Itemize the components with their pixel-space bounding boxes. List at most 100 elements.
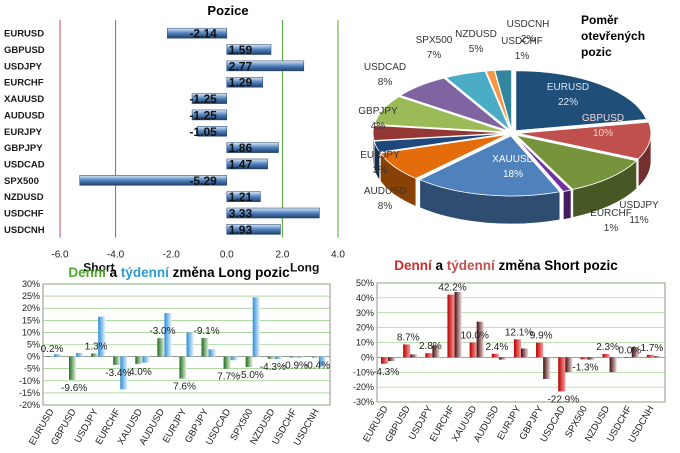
- position-x-tick-label: 4.0: [331, 250, 345, 261]
- pie-label-spx500: SPX500: [416, 35, 453, 46]
- y-tick-label: 5%: [27, 340, 40, 350]
- position-category-label: USDCAD: [4, 159, 45, 170]
- bar-xauusd-series2: [476, 321, 484, 358]
- y-tick-label: -10%: [19, 376, 40, 386]
- data-label-nzdusd: -4.3%: [260, 362, 286, 373]
- pie-label-nzdusd: NZDUSD: [455, 29, 497, 40]
- pie-slice-side-eurchf: [563, 189, 572, 220]
- bar-audusd-series1: [157, 338, 165, 357]
- title-part: a: [432, 258, 447, 273]
- title-part: změna Short pozic: [495, 258, 619, 273]
- y-tick-label: -30%: [353, 397, 374, 407]
- data-label-spx500: -5.0%: [238, 370, 264, 381]
- bar-usdjpy-series1: [425, 353, 433, 358]
- bar-nzdusd-series2: [274, 356, 282, 360]
- pie-label-usdjpy: USDJPY: [619, 200, 659, 211]
- position-value-label: 2.77: [229, 59, 253, 73]
- position-value-label: 1.21: [229, 190, 253, 204]
- y-tick-label: 10%: [356, 338, 374, 348]
- bar-eurchf-series2: [454, 291, 462, 358]
- pie-label-gbpjpy: GBPJPY: [358, 106, 398, 117]
- data-label-audusd: -3.0%: [149, 326, 175, 337]
- long-side-label: Long: [290, 261, 319, 275]
- pie-slice-gbpusd: [517, 121, 652, 160]
- bar-gbpusd-series1: [403, 344, 411, 358]
- y-tick-label: -20%: [19, 400, 40, 410]
- y-tick-label: 20%: [356, 323, 374, 333]
- position-x-tick-label: 2.0: [275, 250, 289, 261]
- bar-usdchf-series1: [624, 357, 632, 358]
- position-category-label: SPX500: [4, 176, 39, 187]
- pie-slice-usdchf: [485, 70, 512, 131]
- position-category-label: GBPUSD: [4, 45, 45, 56]
- position-bar-usdcad: [226, 158, 268, 170]
- bar-gbpjpy-series2: [208, 349, 216, 357]
- pie-label-audusd: AUDUSD: [364, 186, 406, 197]
- y-tick-label: -5%: [24, 364, 40, 374]
- y-tick-label: 50%: [356, 278, 374, 288]
- bar-eurusd-series2: [388, 357, 396, 362]
- title-part: týdenní: [447, 258, 496, 273]
- y-tick-label: -10%: [353, 367, 374, 377]
- bar-eurusd-series1: [46, 356, 55, 357]
- title-part: změna Long pozic: [169, 265, 290, 280]
- data-label-usdchf: 0.0%: [618, 345, 641, 356]
- data-label-usdcad: 7.7%: [217, 372, 240, 383]
- data-label-xauusd: 10.0%: [461, 331, 489, 342]
- bar-eurusd-series1: [380, 357, 389, 364]
- position-value-label: 1.47: [229, 157, 253, 171]
- data-label-usdjpy: 2.8%: [419, 341, 442, 352]
- bar-usdcad-series1: [558, 357, 566, 392]
- bar-xauusd-series2: [142, 356, 150, 363]
- bar-gbpusd-series2: [410, 354, 418, 358]
- position-value-label: 1.86: [229, 141, 253, 155]
- position-bar-spx500: [79, 175, 228, 186]
- pie-label-usdcad: USDCAD: [364, 62, 406, 73]
- position-chart: Pozice EURUSD -2.14 GBPUSD 1.59 USDJPY 2.77 EU…: [4, 3, 345, 275]
- position-value-label: -5.29: [189, 174, 217, 188]
- position-category-label: USDJPY: [4, 61, 43, 72]
- position-value-label: -2.14: [189, 27, 217, 41]
- title-part: Denní: [394, 258, 433, 273]
- bar-usdjpy-series1: [91, 353, 99, 357]
- position-category-label: EURJPY: [4, 127, 43, 138]
- position-bar-eurjpy: [197, 126, 228, 137]
- bar-eurchf-series2: [120, 356, 128, 390]
- data-label-eurusd: -4.3%: [373, 367, 399, 378]
- position-bar-eurusd: [167, 27, 228, 39]
- pie-label-usdchf: USDCHF: [501, 36, 543, 47]
- pie-pct-usdchf: 1%: [515, 51, 530, 62]
- y-tick-label: 30%: [356, 308, 374, 318]
- bar-gbpusd-series2: [76, 352, 84, 357]
- data-label-xauusd: 4.0%: [129, 367, 152, 378]
- bar-spx500-series2: [252, 297, 260, 357]
- pie-pct-usdcad: 8%: [378, 77, 393, 88]
- pie-slice-xauusd: [418, 135, 561, 197]
- pie-pct-gbpjpy: 4%: [371, 121, 386, 132]
- data-label-eurchf: 42.2%: [438, 283, 466, 294]
- position-category-label: USDCHF: [4, 209, 44, 220]
- data-label-gbpjpy: -9.1%: [194, 326, 220, 337]
- bar-usdchf-series2: [296, 356, 304, 358]
- data-label-eurusd: 0.2%: [41, 344, 64, 355]
- pie-slice-audusd: [379, 134, 508, 179]
- bar-gbpusd-series1: [69, 356, 77, 380]
- open-positions-pie-chart: Poměr otevřených pozic EURUSD 22% GBPUSD 10…: [358, 13, 659, 234]
- y-tick-label: -15%: [19, 388, 40, 398]
- bar-usdcnh-series2: [318, 356, 327, 367]
- position-x-tick-label: -2.0: [163, 250, 181, 261]
- bar-usdcnh-series1: [311, 356, 319, 358]
- bar-eurjpy-series2: [521, 348, 529, 358]
- position-bar-usdjpy: [226, 60, 305, 72]
- short-change-chart-title: Denní a týdenní změna Short pozic: [394, 258, 618, 273]
- bar-xauusd-series1: [135, 356, 143, 364]
- data-label-audusd: 2.4%: [485, 342, 508, 353]
- position-bar-xauusd: [191, 93, 228, 104]
- pie-pct-eurchf: 1%: [604, 223, 619, 234]
- position-bar-audusd: [191, 109, 228, 121]
- y-tick-label: 40%: [356, 293, 374, 303]
- y-tick-label: -20%: [353, 382, 374, 392]
- position-value-label: -1.25: [189, 108, 217, 122]
- bar-audusd-series2: [498, 357, 506, 360]
